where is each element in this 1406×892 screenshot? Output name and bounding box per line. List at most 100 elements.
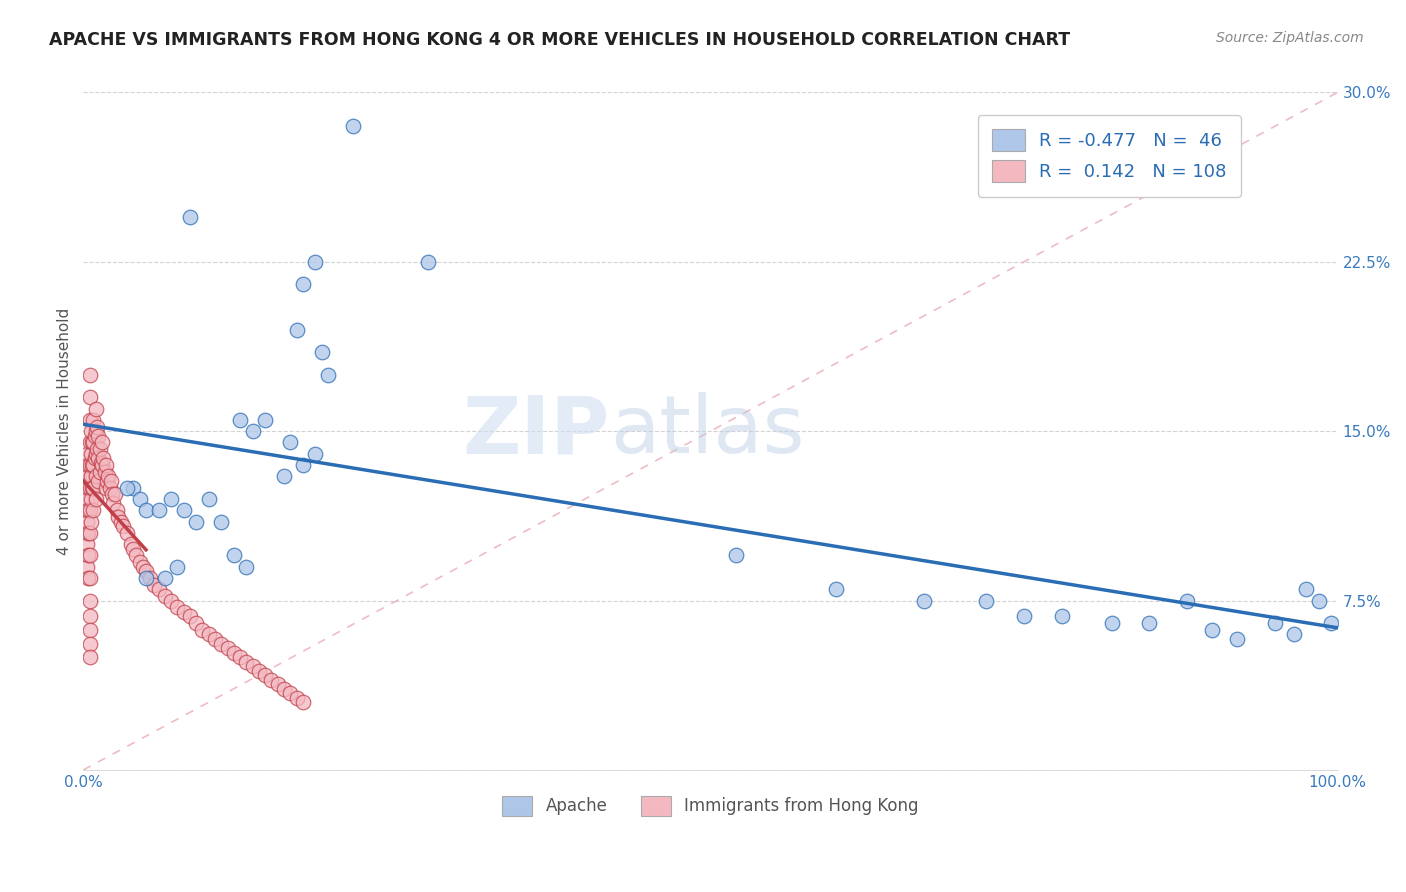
Point [1012,609,1035,624]
Point [1101,616,1123,631]
Point [222,549,245,563]
Point [76,515,98,529]
Point [79,636,101,650]
Point [77,571,100,585]
Point [84,469,107,483]
Point [86,442,108,457]
Point [242,424,264,438]
Text: APACHE VS IMMIGRANTS FROM HONG KONG 4 OR MORE VEHICLES IN HOUSEHOLD CORRELATION : APACHE VS IMMIGRANTS FROM HONG KONG 4 OR… [49,31,1070,49]
Point [1226,632,1249,646]
Point [153,589,176,603]
Point [209,636,232,650]
Point [1175,593,1198,607]
Point [278,435,301,450]
Point [76,469,98,483]
Point [76,537,98,551]
Point [80,515,103,529]
Point [122,481,145,495]
Point [120,537,142,551]
Point [76,559,98,574]
Point [115,525,138,540]
Point [160,593,183,607]
Point [285,690,308,705]
Point [79,525,101,540]
Point [79,413,101,427]
Point [79,368,101,382]
Point [132,559,155,574]
Point [91,435,114,450]
Point [87,474,110,488]
Point [1295,582,1317,597]
Point [80,481,103,495]
Point [260,673,283,687]
Point [80,469,103,483]
Point [79,503,101,517]
Point [1139,616,1161,631]
Point [191,623,214,637]
Point [179,609,201,624]
Point [222,646,245,660]
Point [724,549,747,563]
Point [139,571,162,585]
Point [209,515,232,529]
Point [87,451,110,466]
Point [1050,609,1073,624]
Point [93,465,115,479]
Point [912,593,935,607]
Point [173,503,195,517]
Point [291,695,314,709]
Point [1320,616,1343,631]
Point [101,487,124,501]
Point [186,515,208,529]
Point [104,487,127,501]
Point [79,435,101,450]
Point [80,447,103,461]
Point [105,503,128,517]
Point [273,681,295,696]
Point [103,496,125,510]
Point [278,686,301,700]
Point [825,582,848,597]
Point [1308,593,1330,607]
Point [82,503,104,517]
Point [77,525,100,540]
Point [186,616,208,631]
Y-axis label: 4 or more Vehicles in Household: 4 or more Vehicles in Household [58,308,72,555]
Point [122,541,145,556]
Point [128,491,150,506]
Point [77,549,100,563]
Point [82,435,104,450]
Point [75,525,97,540]
Point [135,503,157,517]
Point [285,322,308,336]
Point [418,254,440,268]
Point [79,390,101,404]
Point [148,582,170,597]
Point [976,593,998,607]
Point [166,559,188,574]
Point [82,413,104,427]
Point [79,593,101,607]
Point [79,549,101,563]
Point [273,469,295,483]
Point [166,600,188,615]
Point [77,481,100,495]
Point [342,120,364,134]
Point [247,664,270,678]
Point [94,458,117,472]
Point [83,451,105,466]
Point [82,481,104,495]
Point [242,659,264,673]
Point [229,413,252,427]
Point [197,627,219,641]
Point [77,458,100,472]
Point [84,424,107,438]
Point [86,419,108,434]
Point [254,668,277,682]
Point [267,677,290,691]
Point [80,491,103,506]
Point [107,510,129,524]
Point [173,605,195,619]
Point [316,368,339,382]
Point [84,491,107,506]
